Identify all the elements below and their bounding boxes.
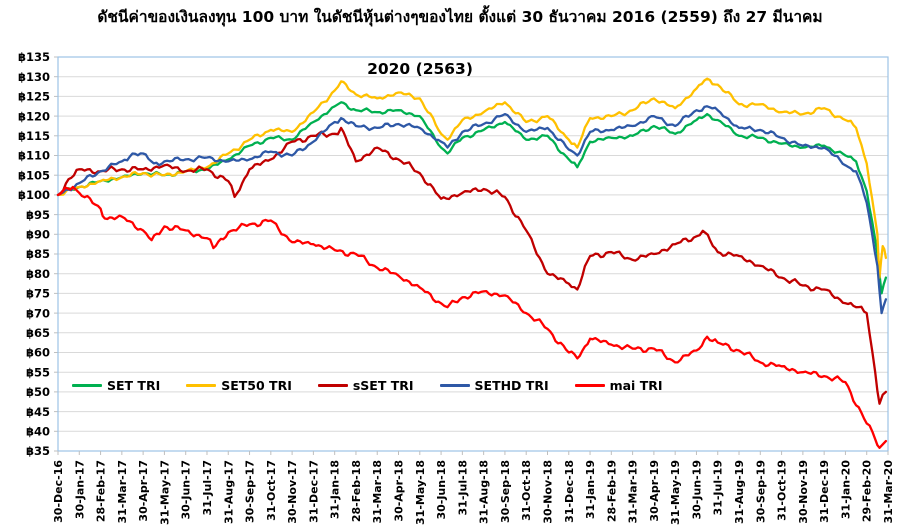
chart-title-line2: 2020 (2563): [367, 60, 473, 78]
x-axis-label: 31-Aug-19: [733, 460, 746, 524]
x-axis-label: 30-Nov-18: [541, 460, 554, 524]
y-axis-label: ฿115: [18, 129, 50, 143]
y-axis-label: ฿80: [26, 267, 50, 281]
x-axis-label: 31-Aug-18: [478, 460, 491, 524]
x-axis-label: 30-Jun-18: [435, 460, 448, 520]
legend-swatch: [72, 383, 102, 387]
y-axis-label: ฿35: [26, 444, 50, 458]
x-axis-label: 31-May-18: [414, 460, 427, 525]
x-axis-label: 31-Jul-18: [456, 460, 469, 515]
legend: SET TRI SET50 TRI sSET TRI SETHD TRI mai TRI: [72, 375, 663, 395]
x-axis-label: 30-Apr-17: [137, 460, 150, 522]
legend-item-set50-tri: SET50 TRI: [186, 378, 292, 393]
legend-swatch: [574, 383, 605, 387]
y-axis-label: ฿60: [26, 346, 50, 360]
x-axis-label: 31-Dec-19: [818, 460, 831, 523]
y-axis-label: ฿110: [18, 149, 50, 163]
x-axis-label: 31-Aug-17: [222, 460, 235, 524]
legend-label: mai TRI: [609, 377, 663, 393]
x-axis-label: 28-Feb-17: [95, 460, 108, 522]
y-axis-label: ฿70: [26, 306, 50, 320]
legend-item-sethd-tri: SETHD TRI: [439, 377, 549, 393]
legend-label: SET TRI: [107, 377, 161, 393]
x-axis-label: 31-Oct-18: [520, 460, 533, 521]
series-line-mai-tri: [56, 185, 888, 449]
x-axis-label: 31-Dec-18: [563, 460, 576, 523]
y-axis-label: ฿55: [26, 365, 50, 379]
legend-label: sSET TRI: [352, 377, 414, 393]
x-axis-label: 31-Jan-20: [839, 460, 852, 519]
legend-item-sset-tri: sSET TRI: [317, 377, 414, 393]
x-axis-label: 31-Dec-17: [307, 460, 320, 523]
y-axis-label: ฿135: [18, 50, 50, 64]
x-axis-label: 30-Sep-17: [244, 460, 257, 523]
y-axis-label: ฿40: [26, 425, 50, 439]
series-line-sset-tri: [56, 126, 888, 405]
y-axis-label: ฿90: [26, 228, 50, 242]
x-axis-label: 31-Oct-19: [776, 460, 789, 521]
x-axis-label: 30-Sep-18: [499, 460, 512, 523]
y-axis-label: ฿100: [18, 188, 50, 202]
x-axis-label: 30-Dec-16: [52, 460, 65, 523]
x-axis-label: 31-May-17: [158, 460, 171, 525]
y-axis-label: ฿120: [18, 109, 50, 123]
plot-border: [57, 56, 889, 452]
x-axis-label: 31-Jan-18: [329, 460, 342, 519]
y-axis-label: ฿75: [26, 287, 50, 301]
x-axis-label: 30-Jun-19: [690, 460, 703, 520]
y-axis-label: ฿65: [26, 326, 50, 340]
legend-label: SET50 TRI: [221, 377, 292, 393]
y-axis-label: ฿105: [18, 168, 50, 182]
x-axis-label: 30-Sep-19: [754, 460, 767, 523]
x-axis-label: 31-Jan-19: [584, 460, 597, 519]
x-axis-label: 31-Oct-17: [265, 460, 278, 521]
x-axis-label: 28-Feb-18: [350, 460, 363, 522]
legend-item-mai-tri: mai TRI: [574, 377, 663, 393]
y-axis-label: ฿130: [18, 70, 50, 84]
y-axis-label: ฿50: [26, 385, 50, 399]
series-line-set-tri: [56, 101, 888, 295]
x-axis-label: 30-Jan-17: [73, 460, 86, 519]
legend-item-set-tri: SET TRI: [72, 378, 160, 393]
legend-swatch: [317, 383, 348, 387]
x-axis-label: 31-Jul-17: [201, 460, 214, 515]
legend-swatch: [439, 383, 470, 387]
legend-label: SETHD TRI: [474, 377, 549, 393]
x-axis-label: 30-Nov-19: [797, 460, 810, 524]
x-axis-label: 30-Nov-17: [286, 460, 299, 524]
y-axis-label: ฿45: [26, 405, 50, 419]
x-axis-label: 31-May-19: [669, 460, 682, 525]
chart-title: ดัชนีค่าของเงินลงทุน 100 บาท ในดัชนีหุ้น…: [97, 8, 823, 26]
legend-swatch: [186, 383, 217, 387]
x-axis-label: 30-Apr-18: [393, 460, 406, 522]
x-axis-label: 30-Jun-17: [180, 460, 193, 520]
x-axis-label: 31-Jul-19: [712, 460, 725, 515]
x-axis-label: 28-Feb-19: [605, 460, 618, 522]
x-axis-label: 31-Mar-20: [882, 460, 895, 524]
y-axis-label: ฿95: [26, 208, 50, 222]
x-axis-label: 31-Mar-18: [371, 460, 384, 524]
y-axis-label: ฿85: [26, 247, 50, 261]
y-axis-label: ฿125: [18, 90, 50, 104]
x-axis-label: 30-Apr-19: [648, 460, 661, 522]
x-axis-label: 31-Mar-17: [116, 460, 129, 524]
x-axis-label: 31-Mar-19: [627, 460, 640, 524]
series-line-set50-tri: [56, 77, 888, 279]
series-line-sethd-tri: [56, 105, 888, 315]
x-axis-label: 29-Feb-20: [861, 460, 874, 522]
